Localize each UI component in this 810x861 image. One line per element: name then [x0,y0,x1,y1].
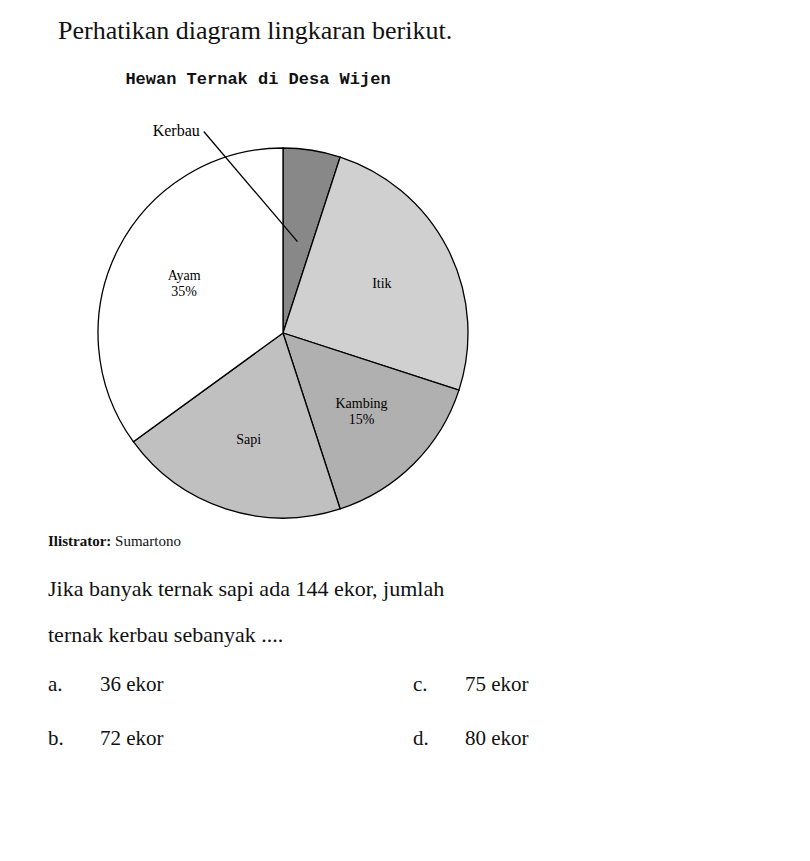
svg-text:Itik: Itik [372,275,391,290]
html-text:a.: a. [48,672,63,696]
html-text:36 ekor: 36 ekor [100,672,164,696]
html-text:ternak kerbau sebanyak ....: ternak kerbau sebanyak .... [48,622,284,647]
html-text:80 ekor: 80 ekor [465,726,529,750]
svg-text:Sapi: Sapi [236,431,261,446]
html-text:Perhatikan diagram lingkaran b: Perhatikan diagram lingkaran berikut. [58,16,453,45]
svg-text:Kerbau: Kerbau [153,121,200,138]
html-text:75 ekor: 75 ekor [465,672,529,696]
html-text:d.: d. [413,726,429,750]
html-text:Jika banyak ternak sapi ada 14: Jika banyak ternak sapi ada 144 ekor, ju… [48,576,445,601]
html-text:Hewan Ternak di Desa Wijen: Hewan Ternak di Desa Wijen [125,70,391,89]
html-text:b.: b. [48,726,64,750]
html-text:Ilistrator: Sumartono: Ilistrator: Sumartono [48,533,181,549]
svg-text:Kambing15%: Kambing15% [335,396,387,427]
html-text:72 ekor: 72 ekor [100,726,164,750]
svg-text:Ayam35%: Ayam35% [168,267,201,298]
html-text:c.: c. [413,672,428,696]
